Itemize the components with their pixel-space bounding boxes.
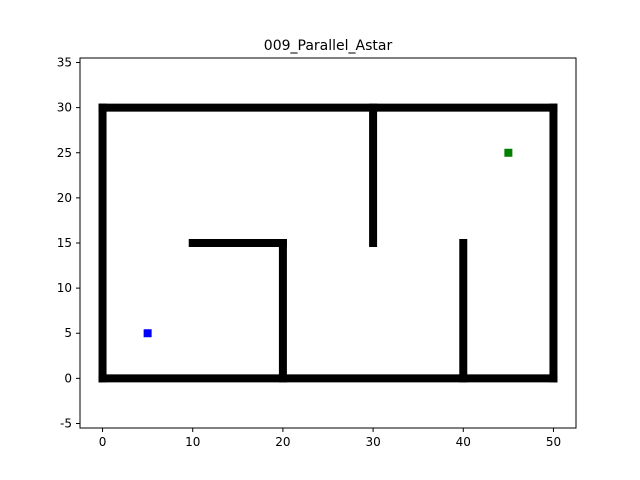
y-tick-label: 5: [64, 326, 72, 340]
y-tick-label: 25: [57, 146, 72, 160]
wall-segment-3: [98, 103, 107, 383]
start-point: [143, 329, 152, 338]
goal-point: [504, 148, 513, 157]
series-walls: [98, 103, 558, 383]
y-tick-label: 0: [64, 371, 72, 385]
x-tick-label: 50: [546, 435, 561, 449]
y-tick-label: 20: [57, 191, 72, 205]
wall-segment-6: [188, 239, 287, 247]
wall-segment-8: [459, 239, 468, 383]
y-axis: -5 0 5 10 15 20 25 30 35: [57, 56, 80, 430]
series-goal: [504, 148, 513, 157]
y-tick-label: 30: [57, 101, 72, 115]
x-tick-label: 10: [185, 435, 200, 449]
x-axis: 0 10 20 30 40 50: [99, 428, 561, 449]
x-tick-label: 30: [365, 435, 380, 449]
chart-title: 009_Parallel_Astar: [264, 38, 393, 54]
series-start: [143, 329, 152, 338]
wall-segment-1: [98, 103, 558, 112]
y-tick-label: -5: [60, 416, 72, 430]
x-tick-label: 20: [275, 435, 290, 449]
wall-segment-4: [549, 103, 558, 383]
y-tick-label: 10: [57, 281, 72, 295]
plot-marks: [98, 103, 558, 383]
wall-segment-2: [98, 374, 558, 383]
x-tick-label: 0: [99, 435, 107, 449]
y-tick-label: 15: [57, 236, 72, 250]
wall-segment-7: [278, 239, 287, 383]
x-tick-label: 40: [456, 435, 471, 449]
y-tick-label: 35: [57, 56, 72, 70]
wall-segment-5: [369, 103, 378, 247]
